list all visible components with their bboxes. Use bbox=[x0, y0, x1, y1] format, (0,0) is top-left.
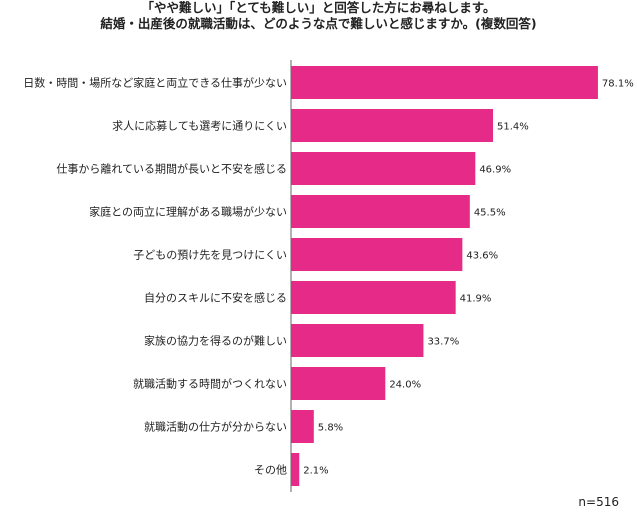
bar bbox=[291, 109, 494, 142]
category-label: 自分のスキルに不安を感じる bbox=[144, 291, 287, 305]
category-label: 家族の協力を得るのが難しい bbox=[144, 334, 287, 348]
category-label: 就職活動の仕方が分からない bbox=[144, 420, 287, 434]
category-label: 仕事から離れている期間が長いと不安を感じる bbox=[56, 162, 287, 176]
category-label: 就職活動する時間がつくれない bbox=[133, 377, 287, 391]
sample-size-note: n=516 bbox=[578, 495, 619, 509]
value-label: 46.9% bbox=[479, 165, 511, 176]
bar bbox=[291, 281, 456, 314]
value-label: 43.6% bbox=[466, 251, 498, 262]
bar bbox=[291, 152, 476, 185]
bar bbox=[291, 195, 470, 228]
value-label: 2.1% bbox=[303, 466, 328, 477]
chart-title-line-1: 「やや難しい」「とても難しい」と回答した方にお尋ねします。 bbox=[141, 0, 496, 15]
value-label: 5.8% bbox=[318, 423, 343, 434]
value-label: 41.9% bbox=[460, 294, 492, 305]
category-label: 子どもの預け先を見つけにくい bbox=[133, 249, 287, 262]
bar bbox=[291, 410, 314, 443]
category-label: 家庭との両立に理解がある職場が少ない bbox=[89, 205, 287, 219]
bar bbox=[291, 367, 386, 400]
chart-title-line-2: 結婚・出産後の就職活動は、どのような点で難しいと感じますか。(複数回答) bbox=[100, 16, 537, 31]
value-label: 33.7% bbox=[427, 337, 459, 348]
value-label: 24.0% bbox=[389, 380, 421, 391]
category-label: 求人に応募しても選考に通りにくい bbox=[112, 119, 287, 133]
category-label: 日数・時間・場所など家庭と両立できる仕事が少ない bbox=[23, 76, 287, 90]
value-label: 45.5% bbox=[474, 208, 506, 219]
bar bbox=[291, 238, 463, 271]
value-label: 78.1% bbox=[602, 79, 634, 90]
bar bbox=[291, 324, 424, 357]
value-label: 51.4% bbox=[497, 122, 529, 133]
bar bbox=[291, 66, 598, 99]
bar bbox=[291, 453, 300, 486]
category-label: その他 bbox=[254, 464, 287, 477]
